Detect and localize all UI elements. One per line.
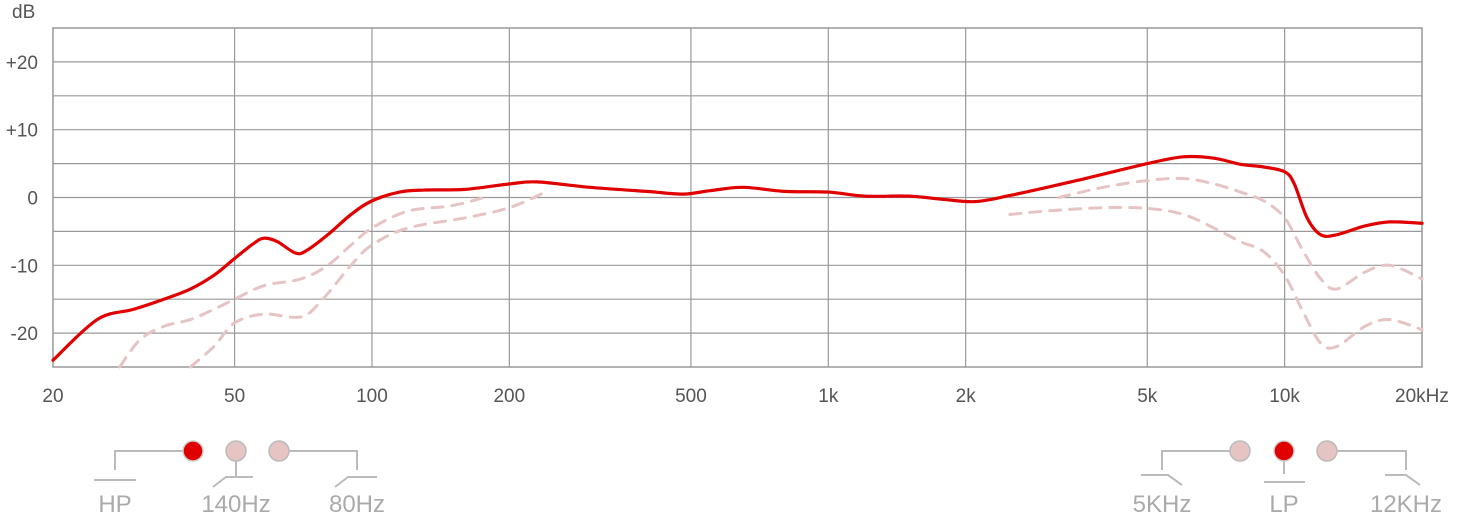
lp-option-12khz[interactable] xyxy=(1316,440,1338,462)
hp-option-hp[interactable] xyxy=(182,440,204,462)
hp-80hz-label: 80Hz xyxy=(329,491,385,518)
series xyxy=(51,154,1424,369)
y-tick-label: +20 xyxy=(6,53,38,74)
x-tick-label: 20 xyxy=(42,386,63,407)
x-tick-label: 500 xyxy=(675,386,707,407)
response-curve xyxy=(51,154,1424,362)
lp-option-5khz[interactable] xyxy=(1229,440,1251,462)
x-tick-label: 50 xyxy=(224,386,245,407)
x-tick-label: 200 xyxy=(493,386,525,407)
hp-140hz-label: 140Hz xyxy=(201,491,270,518)
y-axis-label: dB xyxy=(12,2,35,23)
y-tick-label: 0 xyxy=(27,189,38,210)
x-tick-label: 2k xyxy=(956,386,977,407)
x-ticks: 20 50 100 200 500 1k 2k 5k 10k 20kHz xyxy=(42,386,1448,407)
grid xyxy=(52,27,1423,368)
y-ticks: +20 +10 0 -10 -20 xyxy=(6,53,38,345)
lp-5khz-label: 5KHz xyxy=(1133,491,1192,518)
hp-option-140hz[interactable] xyxy=(225,440,247,462)
filter-curve-dashed xyxy=(1008,205,1424,350)
lp-12khz-label: 12KHz xyxy=(1370,491,1442,518)
y-tick-label: -20 xyxy=(11,324,38,345)
x-tick-label: 10k xyxy=(1269,386,1300,407)
lp-option-lp[interactable] xyxy=(1273,440,1295,462)
filter-curve-dashed xyxy=(118,194,490,369)
hp-label: HP xyxy=(98,491,131,518)
lowpass-switch[interactable] xyxy=(1141,450,1421,486)
hp-option-80hz[interactable] xyxy=(268,440,290,462)
filter-curve-dashed xyxy=(188,190,547,369)
y-tick-label: -10 xyxy=(11,256,38,277)
x-tick-label: 20kHz xyxy=(1395,386,1449,407)
filter-curve-dashed xyxy=(1057,176,1424,291)
x-tick-label: 1k xyxy=(818,386,839,407)
highpass-switch[interactable] xyxy=(94,450,377,488)
x-tick-label: 100 xyxy=(356,386,388,407)
lp-label: LP xyxy=(1269,491,1298,518)
y-tick-label: +10 xyxy=(6,121,38,142)
x-tick-label: 5k xyxy=(1137,386,1158,407)
